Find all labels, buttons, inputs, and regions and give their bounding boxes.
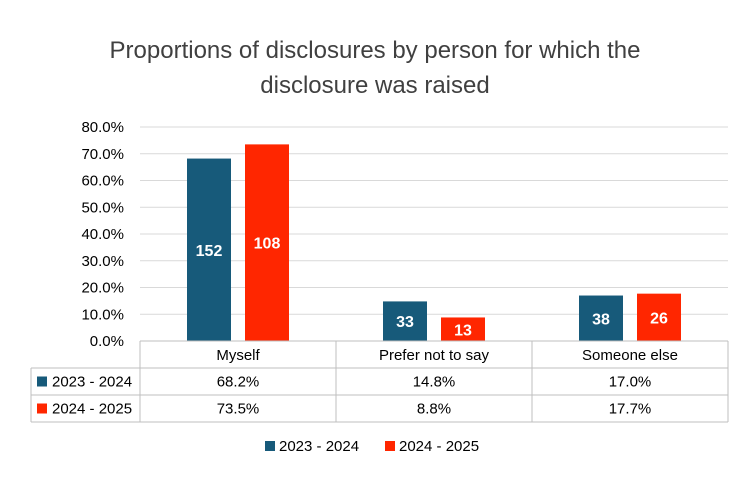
- table-series-name: 2024 - 2025: [52, 401, 132, 418]
- y-tick-label: 20.0%: [81, 280, 124, 297]
- category-label: Myself: [216, 347, 260, 364]
- category-label: Someone else: [582, 347, 678, 364]
- legend-label: 2023 - 2024: [279, 438, 359, 455]
- table-cell-value: 73.5%: [217, 401, 260, 418]
- y-axis-ticks: 0.0% 10.0% 20.0% 30.0% 40.0% 50.0% 60.0% 70.0% 8…: [81, 119, 124, 350]
- y-tick-label: 50.0%: [81, 199, 124, 216]
- data-table: Myself Prefer not to say Someone else 2023 …: [30, 340, 729, 423]
- chart-title-line1: Proportions of disclosures by person for…: [110, 37, 641, 64]
- bar: [187, 158, 231, 341]
- y-tick-label: 10.0%: [81, 306, 124, 323]
- category-label: Prefer not to say: [379, 347, 490, 364]
- table-cell-value: 14.8%: [413, 374, 456, 391]
- y-tick-label: 0.0%: [90, 333, 124, 350]
- bar-data-label: 13: [454, 322, 472, 339]
- table-legend-swatch: [37, 403, 47, 414]
- bars: 152 108 33 13 38 26: [187, 144, 681, 341]
- bar-data-label: 26: [650, 310, 668, 327]
- table-cell-value: 68.2%: [217, 374, 260, 391]
- bar-data-label: 38: [592, 311, 610, 328]
- table-cell-value: 17.0%: [609, 374, 652, 391]
- bar: [383, 301, 427, 341]
- table-series-name: 2023 - 2024: [52, 374, 132, 391]
- y-tick-label: 40.0%: [81, 226, 124, 243]
- bar-data-label: 108: [254, 236, 281, 253]
- table-cell-value: 8.8%: [417, 401, 451, 418]
- bar: [245, 144, 289, 341]
- legend-swatch: [265, 441, 275, 451]
- table-cell-value: 17.7%: [609, 401, 652, 418]
- y-tick-label: 60.0%: [81, 173, 124, 190]
- legend-label: 2024 - 2025: [399, 438, 479, 455]
- gridlines: [140, 126, 728, 342]
- y-tick-label: 80.0%: [81, 119, 124, 136]
- legend-swatch: [385, 441, 395, 451]
- bar: [441, 317, 485, 341]
- table-legend-swatch: [37, 376, 47, 387]
- bar: [637, 293, 681, 341]
- y-tick-label: 30.0%: [81, 253, 124, 270]
- legend: 2023 - 2024 2024 - 2025: [265, 438, 479, 455]
- bar-data-label: 33: [396, 314, 414, 331]
- chart-title-line2: disclosure was raised: [260, 72, 489, 99]
- bar-data-label: 152: [196, 243, 223, 260]
- y-tick-label: 70.0%: [81, 146, 124, 163]
- bar: [579, 295, 623, 341]
